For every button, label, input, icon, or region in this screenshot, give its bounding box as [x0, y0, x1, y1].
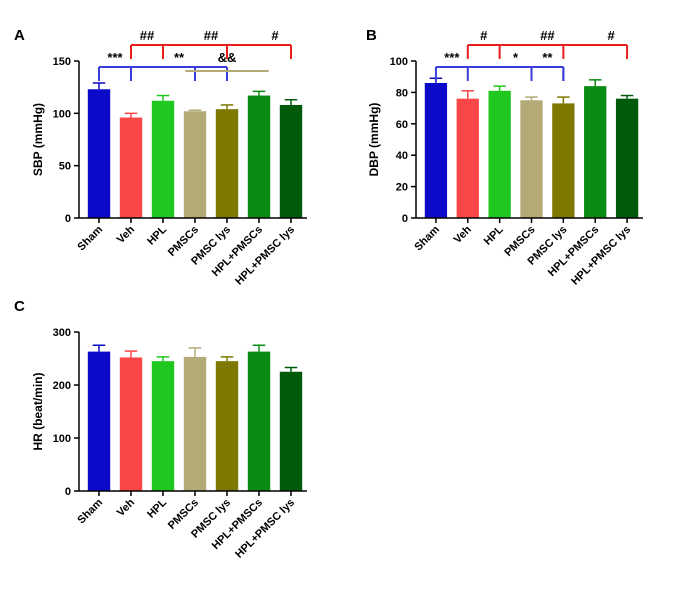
bar-pmscs	[183, 356, 207, 491]
y-tick-label: 60	[396, 119, 408, 131]
bar-hpl	[151, 100, 175, 218]
bar-hpl-pmscs	[247, 351, 271, 491]
significance-label: **	[542, 50, 553, 65]
bar-hpl-pmscs	[584, 86, 607, 219]
x-tick-label-hpl-pmsc-lys: HPL+PMSC lys	[233, 497, 297, 561]
x-tick-label-veh: Veh	[115, 496, 138, 519]
bar-hpl-pmscs	[247, 95, 271, 218]
bar-pmsc-lys	[215, 361, 239, 491]
bar-sham	[87, 351, 111, 491]
y-tick-label: 300	[53, 327, 71, 339]
x-tick-label-hpl: HPL	[482, 223, 506, 247]
y-axis-label: DBP (mmHg)	[367, 103, 381, 177]
x-tick-label-hpl-pmsc-lys: HPL+PMSC lys	[233, 224, 297, 288]
significance-label: ***	[107, 50, 123, 65]
significance-label: ***	[444, 50, 460, 65]
bar-pmscs	[183, 111, 207, 218]
bar-pmsc-lys	[552, 103, 575, 218]
y-tick-label: 40	[396, 150, 408, 162]
bar-sham	[87, 89, 111, 218]
y-axis-label: SBP (mmHg)	[31, 103, 45, 176]
significance-label: ##	[540, 28, 555, 43]
significance-label: ##	[140, 28, 155, 43]
significance-label: *	[513, 50, 519, 65]
significance-label: #	[480, 28, 488, 43]
y-tick-label: 150	[53, 56, 71, 68]
x-tick-label-hpl: HPL	[145, 223, 169, 247]
y-tick-label: 80	[396, 87, 408, 99]
panel-letter-a: A	[14, 27, 25, 44]
bar-pmscs	[520, 100, 543, 218]
bar-hpl	[151, 361, 175, 491]
x-tick-label-sham: Sham	[75, 223, 105, 253]
panel-letter-b: B	[366, 27, 377, 44]
y-tick-label: 100	[53, 108, 71, 120]
y-tick-label: 200	[53, 380, 71, 392]
x-tick-label-hpl-pmsc-lys: HPL+PMSC lys	[569, 224, 633, 288]
bar-hpl	[488, 90, 511, 218]
bar-pmsc-lys	[215, 109, 239, 218]
y-tick-label: 0	[402, 213, 408, 225]
x-tick-label-veh: Veh	[452, 223, 475, 246]
y-tick-label: 0	[65, 486, 71, 498]
significance-label: #	[271, 28, 279, 43]
significance-label: ##	[204, 28, 219, 43]
y-tick-label: 50	[59, 161, 71, 173]
bar-sham	[424, 82, 448, 218]
x-tick-label-sham: Sham	[412, 223, 442, 253]
bar-veh	[119, 357, 143, 491]
y-tick-label: 20	[396, 182, 408, 194]
significance-label: #	[608, 28, 616, 43]
bar-veh	[119, 117, 143, 218]
x-tick-label-sham: Sham	[75, 496, 105, 526]
bar-hpl-pmsc-lys	[279, 104, 303, 218]
y-tick-label: 0	[65, 213, 71, 225]
x-tick-label-hpl: HPL	[145, 496, 169, 520]
bar-veh	[456, 98, 479, 218]
y-axis-label: HR (beat/min)	[31, 372, 45, 450]
x-tick-label-veh: Veh	[115, 223, 138, 246]
bar-hpl-pmsc-lys	[615, 98, 639, 218]
panel-letter-c: C	[14, 298, 25, 315]
y-tick-label: 100	[390, 56, 408, 68]
bar-hpl-pmsc-lys	[279, 371, 303, 491]
significance-label: **	[174, 50, 185, 65]
y-tick-label: 100	[53, 433, 71, 445]
